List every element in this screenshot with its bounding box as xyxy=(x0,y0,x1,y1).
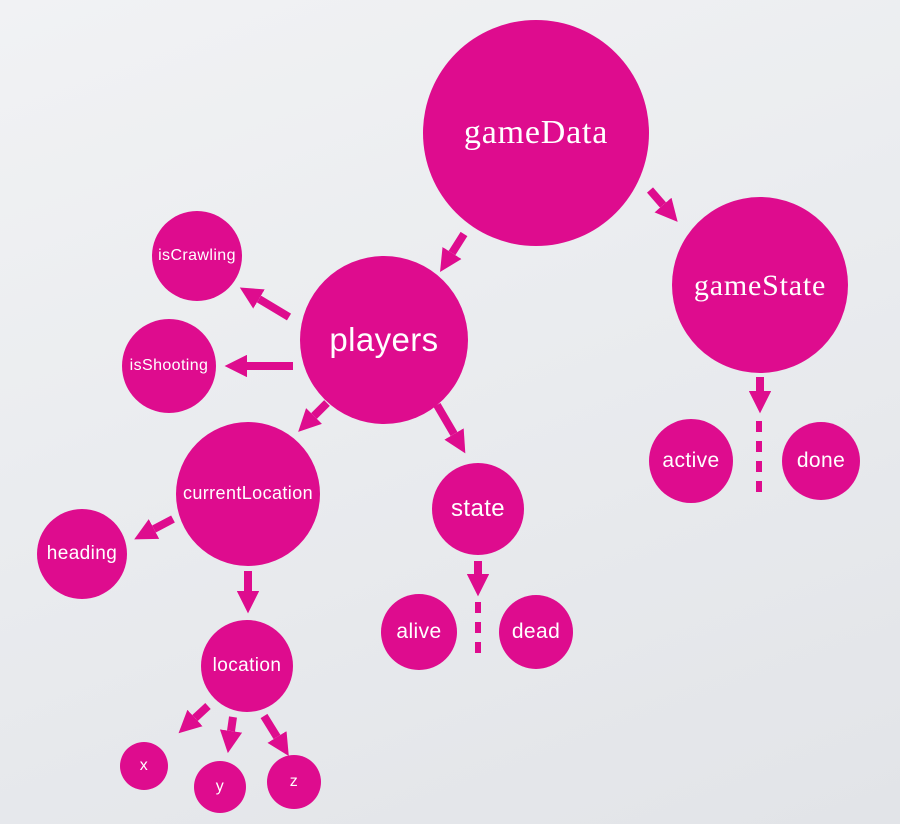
node-alive: alive xyxy=(381,594,457,670)
node-heading: heading xyxy=(37,509,127,599)
node-isShooting: isShooting xyxy=(122,319,216,413)
node-done: done xyxy=(782,422,860,500)
edge-players-currentLocation xyxy=(298,400,330,432)
node-active: active xyxy=(649,419,733,503)
node-y: y xyxy=(194,761,246,813)
node-gameData: gameData xyxy=(423,20,649,246)
edge-location-y xyxy=(219,716,243,754)
edge-gameData-gameState xyxy=(646,187,678,222)
node-y-label: y xyxy=(215,778,225,796)
edge-players-state xyxy=(433,402,466,454)
node-currentLocation: currentLocation xyxy=(176,422,320,566)
edge-location-z xyxy=(260,713,289,757)
node-isCrawling: isCrawling xyxy=(152,211,242,301)
node-gameState: gameState xyxy=(672,197,848,373)
node-players: players xyxy=(300,256,468,424)
edge-location-x xyxy=(178,703,211,734)
node-done-label: done xyxy=(796,449,846,473)
node-gameState-label: gameState xyxy=(693,268,827,302)
node-location-label: location xyxy=(212,654,282,676)
node-heading-label: heading xyxy=(46,542,118,564)
node-state-label: state xyxy=(450,494,506,522)
node-gameData-label: gameData xyxy=(463,114,609,152)
node-x-label: x xyxy=(139,757,149,775)
node-players-label: players xyxy=(329,320,439,358)
node-z-label: z xyxy=(289,773,299,791)
node-active-label: active xyxy=(662,449,720,473)
node-state: state xyxy=(432,463,524,555)
node-location: location xyxy=(201,620,293,712)
edge-players-isCrawling xyxy=(239,287,292,321)
node-z: z xyxy=(267,755,321,809)
node-isShooting-label: isShooting xyxy=(129,357,209,375)
node-dead: dead xyxy=(499,595,573,669)
node-currentLocation-label: currentLocation xyxy=(182,483,314,504)
node-alive-label: alive xyxy=(396,620,442,644)
edge-gameData-players xyxy=(440,231,468,272)
edge-currentLocation-heading xyxy=(134,515,175,540)
node-x: x xyxy=(120,742,168,790)
node-isCrawling-label: isCrawling xyxy=(158,247,236,265)
node-dead-label: dead xyxy=(511,620,561,644)
